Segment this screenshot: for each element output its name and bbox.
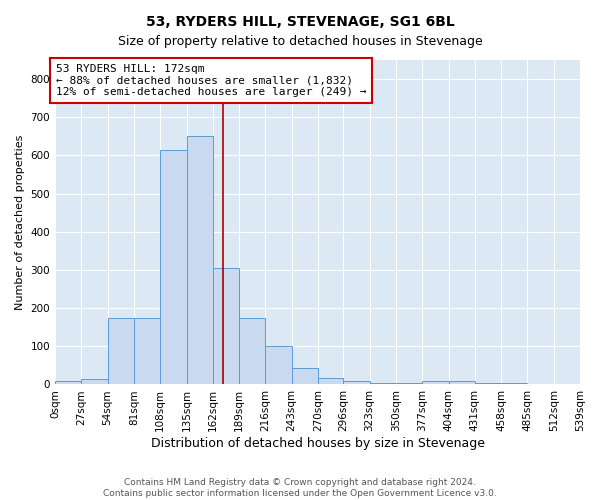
Text: Size of property relative to detached houses in Stevenage: Size of property relative to detached ho…: [118, 35, 482, 48]
Y-axis label: Number of detached properties: Number of detached properties: [15, 134, 25, 310]
Bar: [292, 368, 318, 384]
Text: 53, RYDERS HILL, STEVENAGE, SG1 6BL: 53, RYDERS HILL, STEVENAGE, SG1 6BL: [146, 15, 454, 29]
Bar: [449, 380, 475, 384]
Bar: [239, 318, 265, 384]
Text: Contains HM Land Registry data © Crown copyright and database right 2024.
Contai: Contains HM Land Registry data © Crown c…: [103, 478, 497, 498]
Bar: [343, 382, 370, 384]
Bar: [318, 378, 343, 384]
Bar: [475, 382, 501, 384]
Bar: [82, 380, 107, 384]
Bar: [422, 382, 449, 384]
Bar: [55, 382, 82, 384]
Bar: [265, 346, 292, 385]
Bar: [370, 382, 396, 384]
Bar: [107, 318, 134, 384]
Bar: [396, 382, 422, 384]
Bar: [160, 150, 187, 384]
Bar: [213, 268, 239, 384]
Bar: [187, 136, 213, 384]
Bar: [134, 318, 160, 384]
Text: 53 RYDERS HILL: 172sqm
← 88% of detached houses are smaller (1,832)
12% of semi-: 53 RYDERS HILL: 172sqm ← 88% of detached…: [56, 64, 367, 97]
X-axis label: Distribution of detached houses by size in Stevenage: Distribution of detached houses by size …: [151, 437, 485, 450]
